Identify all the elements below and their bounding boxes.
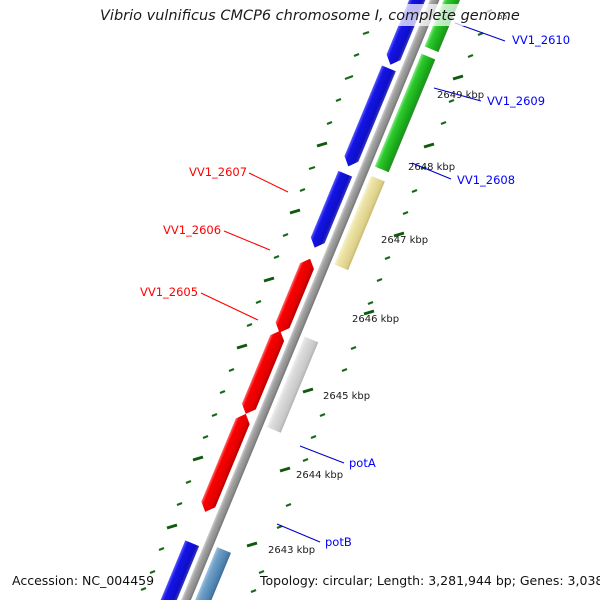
leader-line-vv1-2607 [248,172,289,193]
gene-bar[interactable] [334,175,385,271]
leader-line-vv1-2605 [200,292,259,321]
chromosome-backbone-group [149,0,473,600]
gene-label-vv1-2609[interactable]: VV1_2609 [487,94,545,108]
gene-label-vv1-2607[interactable]: VV1_2607 [189,165,247,179]
status-label: Topology: circular; Length: 3,281,944 bp… [259,573,600,588]
genome-title-group: Vibrio vulnificus CMCP6 chromosome I, co… [96,4,520,26]
gene-bar[interactable] [149,540,200,600]
leader-line-pota [299,445,345,464]
accession-label: Accession: NC_004459 [12,573,154,588]
gene-bar[interactable] [158,547,231,600]
gene-bar[interactable] [239,328,287,417]
backbone-line[interactable] [174,0,451,600]
ruler-tick-label: 2643 kbp [268,545,315,556]
leader-line-vv1-2609 [433,87,482,102]
gene-bar[interactable] [341,65,396,170]
gene-label-leaders [200,22,506,543]
ruler-tick-label: 2644 kbp [296,470,343,481]
gene-label-vv1-2610[interactable]: VV1_2610 [512,33,570,47]
ruler-tick-label: 2646 kbp [352,314,399,325]
gene-label-potb[interactable]: potB [325,535,352,549]
page-title: Vibrio vulnificus CMCP6 chromosome I, co… [100,8,520,24]
gene-label-vv1-2606[interactable]: VV1_2606 [163,223,221,237]
ruler-tick-label: 2648 kbp [408,162,455,173]
gene-label-pota[interactable]: potA [349,456,376,470]
status-bar: Accession: NC_004459 Topology: circular;… [12,573,600,588]
gene-bar[interactable] [308,170,353,251]
leader-line-potb [276,523,321,543]
gene-bar[interactable] [198,411,252,515]
ruler-tick-label: 2645 kbp [323,391,370,402]
gene-bar[interactable] [273,256,317,336]
title-superscript: bp [498,13,507,21]
gene-label-vv1-2605[interactable]: VV1_2605 [140,285,198,299]
inner-gene-track [149,0,443,600]
leader-line-vv1-2606 [223,230,271,251]
leader-line-vv1-2608 [411,162,452,180]
ruler-tick-label: 2647 kbp [381,235,428,246]
gene-bar[interactable] [266,336,319,433]
gene-bar[interactable] [374,53,436,173]
gene-labels: VV1_2610 VV1_2609 VV1_2608 VV1_2607 VV1_… [140,33,570,549]
title-backdrop [96,4,508,26]
gc-skew-inner-curve [140,30,370,592]
gene-label-vv1-2608[interactable]: VV1_2608 [457,173,515,187]
outer-gene-track [158,0,473,600]
